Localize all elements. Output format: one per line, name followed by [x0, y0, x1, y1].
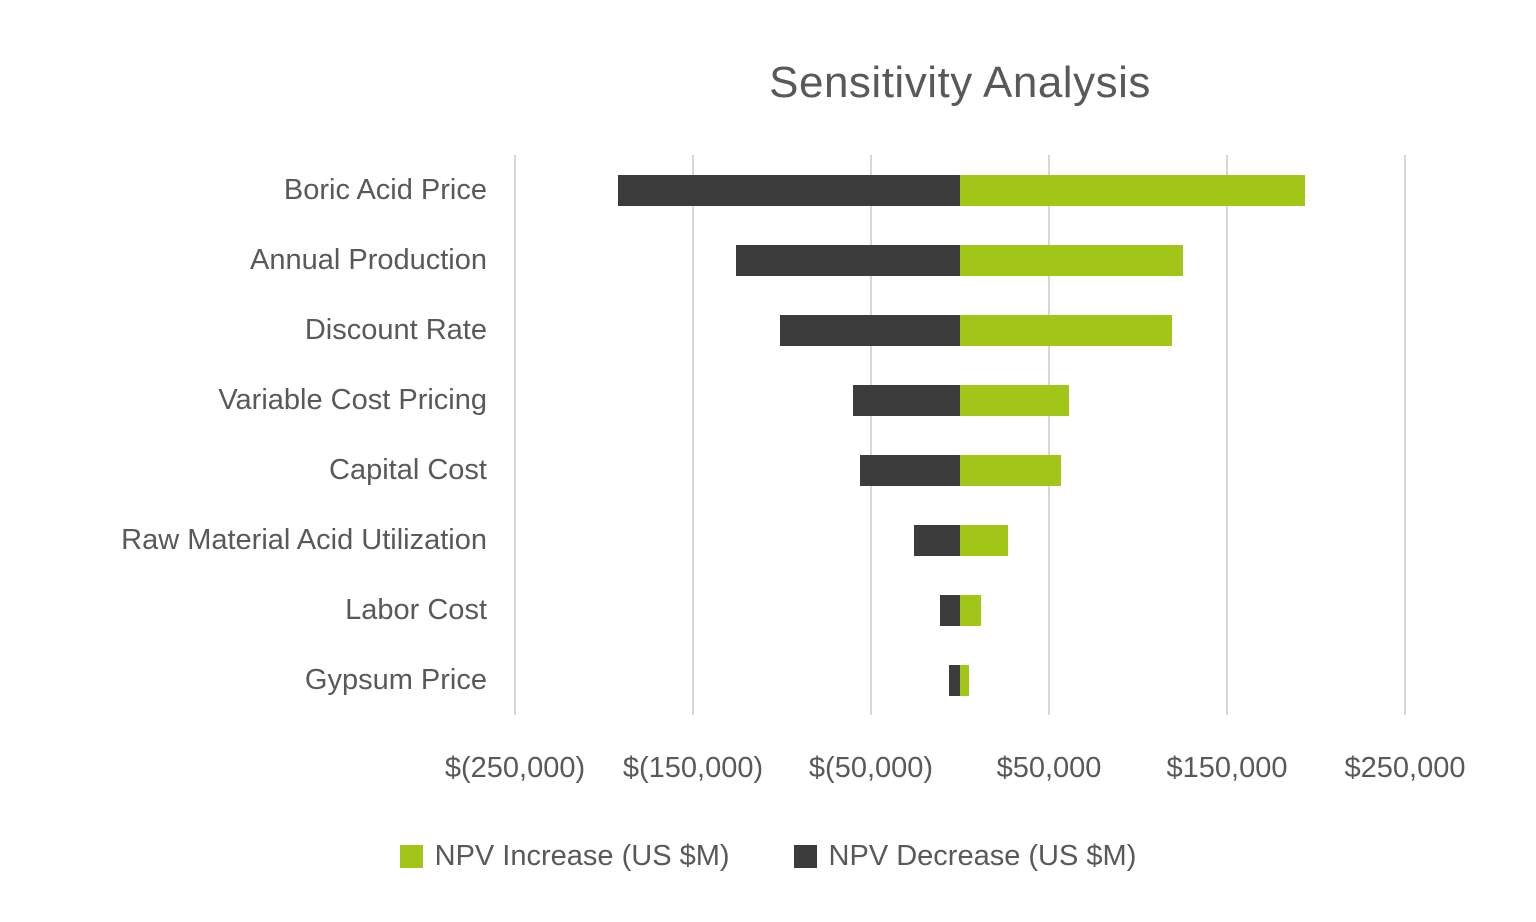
bar-npv-increase: [960, 664, 969, 696]
legend-label: NPV Increase (US $M): [434, 840, 730, 872]
legend-swatch-icon: [793, 845, 817, 868]
x-tick-label: $(150,000): [622, 752, 764, 784]
category-label: Raw Material Acid Utilization: [121, 524, 487, 556]
category-label: Variable Cost Pricing: [218, 384, 487, 416]
bar-npv-increase: [960, 454, 1062, 486]
gridline: [1226, 155, 1228, 715]
gridline: [514, 155, 516, 715]
legend-label: NPV Decrease (US $M): [828, 840, 1137, 872]
bar-npv-decrease: [735, 244, 960, 276]
bar-npv-decrease: [853, 384, 960, 416]
bar-npv-decrease: [940, 594, 960, 626]
gridline: [1404, 155, 1406, 715]
category-label: Gypsum Price: [304, 664, 487, 696]
x-tick-label: $50,000: [996, 752, 1102, 784]
category-label: Boric Acid Price: [283, 174, 487, 206]
bar-npv-increase: [960, 174, 1306, 206]
bar-npv-decrease: [780, 314, 960, 346]
bar-npv-decrease: [949, 664, 960, 696]
category-label: Discount Rate: [304, 314, 487, 346]
x-tick-label: $(250,000): [444, 752, 586, 784]
legend-swatch-icon: [399, 845, 423, 868]
bar-npv-decrease: [913, 524, 960, 556]
bar-npv-decrease: [618, 174, 960, 206]
bar-npv-increase: [960, 314, 1172, 346]
x-tick-label: $(50,000): [808, 752, 934, 784]
category-label: Labor Cost: [345, 594, 487, 626]
gridline: [870, 155, 872, 715]
bar-npv-increase: [960, 594, 982, 626]
category-label: Capital Cost: [329, 454, 487, 486]
legend-item: NPV Decrease (US $M): [793, 840, 1137, 873]
gridline: [1048, 155, 1050, 715]
legend-item: NPV Increase (US $M): [399, 840, 730, 873]
bar-npv-increase: [960, 524, 1009, 556]
category-label: Annual Production: [250, 244, 487, 276]
bar-npv-increase: [960, 384, 1069, 416]
bar-npv-decrease: [860, 454, 960, 486]
x-tick-label: $250,000: [1344, 752, 1466, 784]
gridline: [692, 155, 694, 715]
chart-title: Sensitivity Analysis: [769, 58, 1151, 107]
x-tick-label: $150,000: [1166, 752, 1288, 784]
legend: NPV Increase (US $M) NPV Decrease (US $M): [0, 840, 1536, 873]
bar-npv-increase: [960, 244, 1183, 276]
